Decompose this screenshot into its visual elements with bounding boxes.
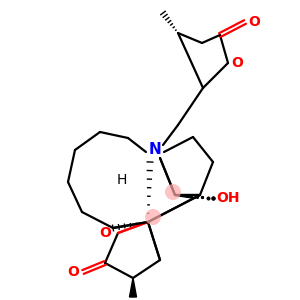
Circle shape	[145, 209, 161, 225]
Circle shape	[165, 184, 181, 200]
Text: O: O	[67, 265, 79, 279]
Text: N: N	[148, 142, 161, 158]
Text: OH: OH	[216, 191, 239, 205]
Text: O: O	[231, 56, 243, 70]
Text: O: O	[248, 15, 260, 29]
Text: O: O	[99, 226, 111, 240]
Polygon shape	[130, 278, 136, 297]
Text: H: H	[117, 173, 127, 187]
